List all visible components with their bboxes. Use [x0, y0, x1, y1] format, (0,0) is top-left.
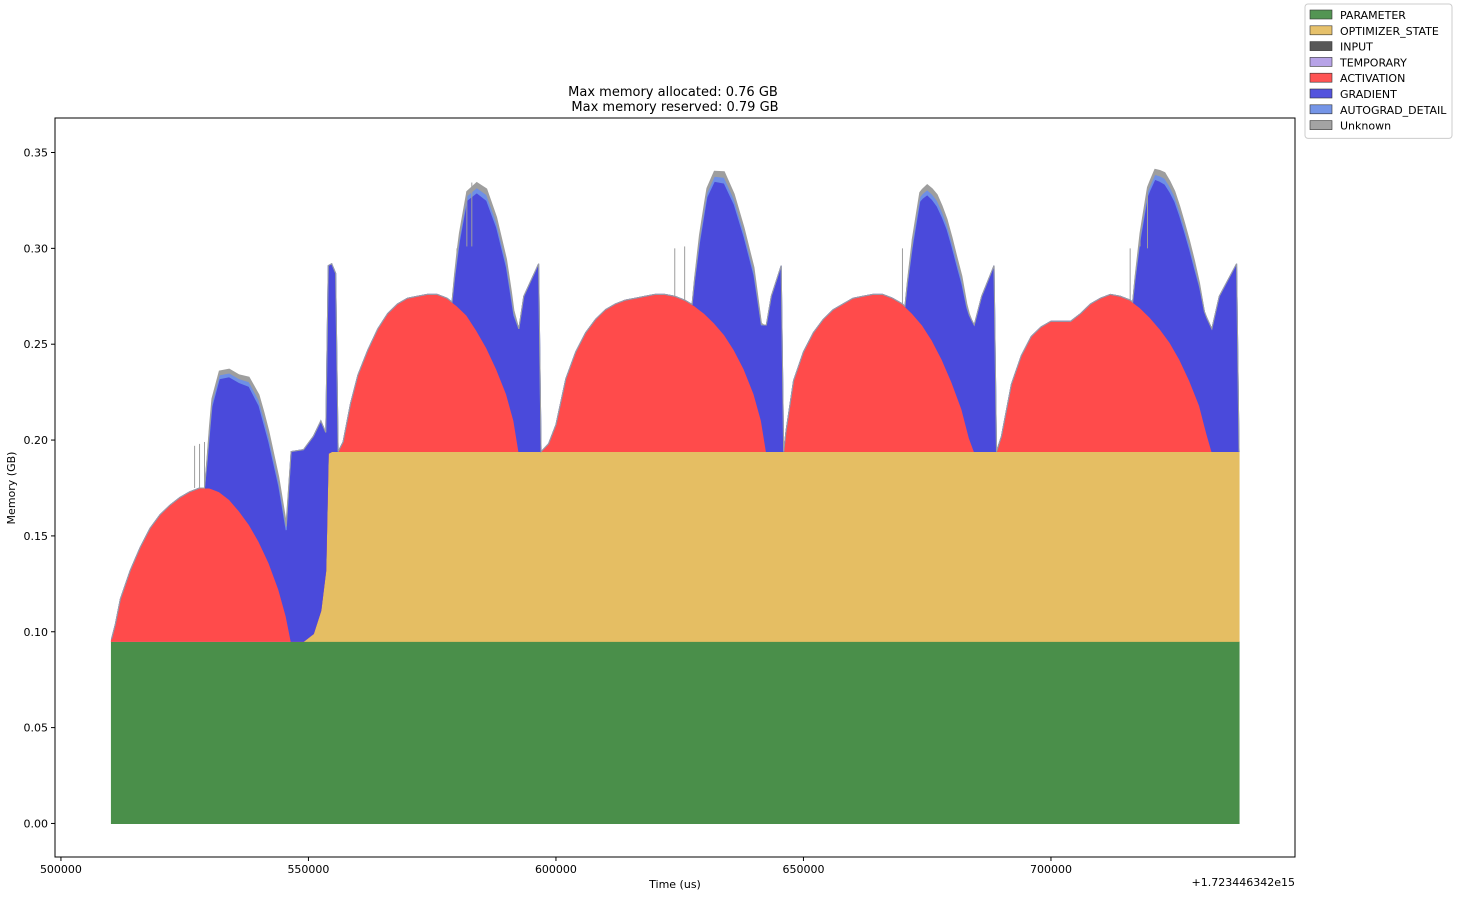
- legend-label: Unknown: [1340, 120, 1391, 133]
- chart-title-line-2: Max memory reserved: 0.79 GB: [571, 100, 778, 115]
- legend-label: OPTIMIZER_STATE: [1340, 25, 1439, 38]
- area-parameter: [110, 640, 1240, 824]
- legend-swatch-activation: [1309, 72, 1333, 83]
- y-tick-label: 0.15: [24, 530, 49, 543]
- legend-swatch-input: [1309, 41, 1333, 51]
- legend-swatch-unknown: [1309, 120, 1333, 130]
- x-tick-label: 650000: [782, 863, 824, 876]
- legend-swatch-gradient: [1309, 88, 1333, 99]
- legend-label: GRADIENT: [1340, 88, 1397, 101]
- x-tick-label: 550000: [287, 863, 329, 876]
- legend-label: TEMPORARY: [1339, 56, 1407, 69]
- legend-swatch-optimizer-state: [1309, 25, 1333, 36]
- y-tick-label: 0.00: [24, 817, 49, 830]
- y-tick-label: 0.20: [24, 434, 49, 447]
- x-axis-offset-label: +1.723446342e15: [1192, 876, 1295, 889]
- legend: PARAMETER OPTIMIZER_STATE INPUT TEMPORARY AC…: [1304, 3, 1453, 139]
- x-tick-label: 700000: [1030, 863, 1072, 876]
- y-tick-label: 0.10: [24, 626, 49, 639]
- legend-frame: [1304, 3, 1453, 139]
- legend-swatch-temporary: [1309, 57, 1333, 67]
- legend-label: ACTIVATION: [1340, 72, 1405, 85]
- legend-swatch-parameter: [1309, 9, 1333, 20]
- legend-label: AUTOGRAD_DETAIL: [1340, 104, 1447, 117]
- chart-title-line-1: Max memory allocated: 0.76 GB: [568, 85, 778, 100]
- legend-label: INPUT: [1340, 41, 1373, 54]
- y-tick-label: 0.30: [24, 242, 49, 255]
- y-tick-label: 0.05: [24, 722, 49, 735]
- x-tick-label: 500000: [40, 863, 82, 876]
- x-axis-label: Time (us): [648, 878, 701, 891]
- legend-label: PARAMETER: [1340, 9, 1406, 22]
- y-axis-label: Memory (GB): [5, 452, 18, 525]
- legend-swatch-autograd-detail: [1309, 104, 1333, 115]
- plot-frame: [54, 117, 1296, 858]
- area-unknown: [110, 168, 1240, 640]
- y-tick-label: 0.35: [24, 147, 49, 160]
- x-tick-label: 600000: [535, 863, 577, 876]
- y-tick-label: 0.25: [24, 338, 49, 351]
